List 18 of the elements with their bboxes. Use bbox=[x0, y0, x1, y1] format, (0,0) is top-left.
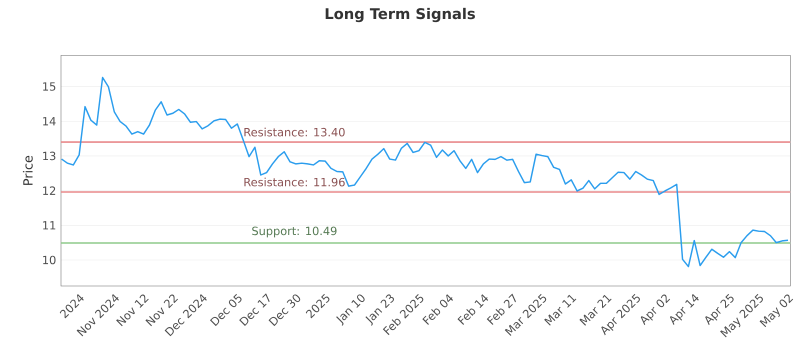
x-tick-label: Jan 10 bbox=[336, 294, 365, 326]
chart-title: Long Term Signals bbox=[326, 8, 475, 22]
y-tick-label: 14 bbox=[43, 117, 56, 126]
x-tick-label: Dec 30 bbox=[268, 294, 300, 326]
ref-line-label: Resistance: 13.40 bbox=[244, 128, 345, 136]
y-tick-label: 12 bbox=[43, 186, 56, 195]
y-axis-title: Price bbox=[22, 156, 33, 185]
x-tick-label: Apr 02 bbox=[640, 294, 670, 326]
y-tick-label: 15 bbox=[43, 82, 56, 91]
y-tick-label: 10 bbox=[43, 256, 56, 264]
ref-line-label: Resistance: 11.96 bbox=[244, 178, 345, 186]
x-tick-label: Feb 04 bbox=[422, 294, 454, 325]
ref-line-label: Support: 10.49 bbox=[252, 226, 337, 238]
y-tick-label: 13 bbox=[43, 152, 56, 160]
line-series bbox=[61, 76, 789, 268]
y-tick-label: 11 bbox=[43, 221, 56, 230]
x-tick-label: Feb 14 bbox=[457, 294, 488, 325]
x-tick-label: Apr 14 bbox=[670, 294, 699, 326]
